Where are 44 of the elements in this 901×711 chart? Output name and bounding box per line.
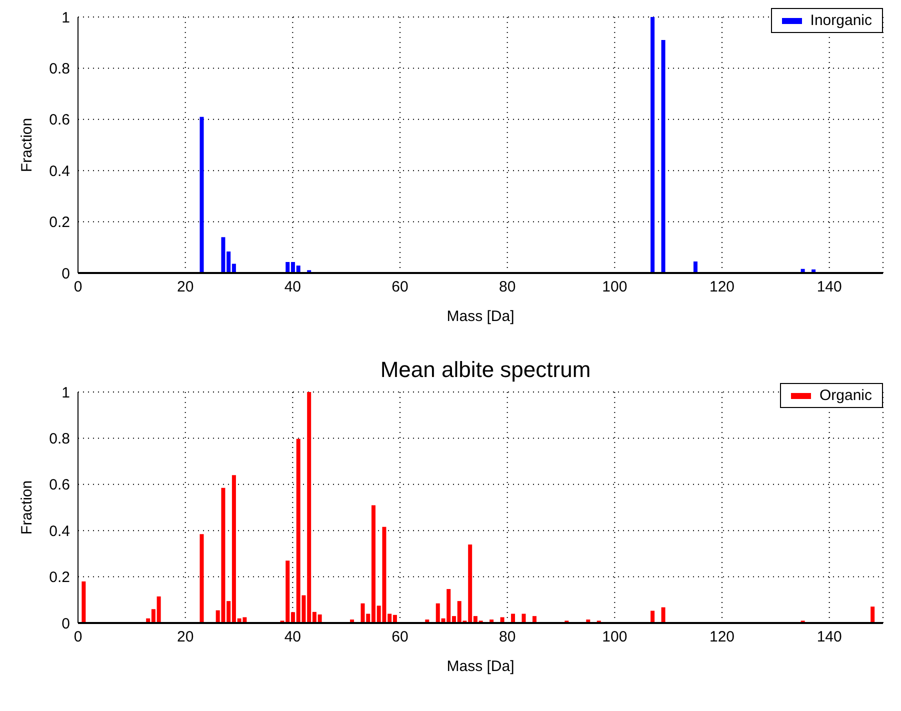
bar: [661, 607, 666, 623]
y-axis-title: Fraction: [18, 118, 36, 172]
x-tick-label: 140: [816, 278, 842, 296]
y-tick-label: 0.2: [49, 569, 70, 586]
x-tick-label: 80: [498, 628, 516, 646]
chart-title: Mean albite spectrum: [379, 357, 592, 383]
legend-label: Organic: [818, 387, 872, 404]
x-tick-label: 100: [602, 278, 628, 296]
bar: [200, 116, 204, 273]
y-tick-label: 0.4: [49, 162, 70, 180]
x-tick-label: 100: [602, 628, 628, 646]
y-tick-label: 0: [62, 265, 70, 282]
bar: [870, 606, 875, 623]
x-tick-label: 120: [709, 278, 735, 296]
y-tick-label: 0: [62, 615, 70, 632]
y-tick-label: 0.2: [49, 214, 70, 232]
y-tick-label: 0.8: [49, 430, 70, 448]
y-tick-label: 0.8: [49, 60, 70, 78]
x-tick-label: 0: [74, 278, 82, 296]
bar: [650, 17, 655, 273]
x-tick-label: 60: [392, 628, 408, 646]
x-tick-label: 0: [74, 628, 82, 646]
bar: [650, 610, 655, 623]
y-tick-label: 0.6: [49, 112, 70, 129]
x-tick-label: 140: [816, 628, 842, 646]
bar: [200, 534, 204, 623]
legend-label: Inorganic: [809, 12, 872, 29]
y-tick-label: 0.6: [49, 476, 70, 494]
y-axis-title: Fraction: [18, 480, 36, 535]
x-tick-label: 120: [709, 628, 735, 646]
y-tick-label: 0.4: [49, 522, 70, 540]
bar: [82, 581, 86, 623]
bar: [661, 40, 666, 273]
x-axis-title: Mass [Da]: [446, 658, 514, 675]
bar: [693, 261, 698, 273]
x-tick-label: 60: [392, 278, 408, 296]
x-tick-label: 40: [284, 278, 302, 296]
y-tick-label: 1: [62, 9, 70, 26]
x-axis-title: Mass [Da]: [446, 308, 514, 325]
x-tick-label: 20: [176, 628, 194, 646]
y-tick-label: 1: [62, 384, 70, 402]
x-tick-label: 40: [284, 628, 302, 646]
x-tick-label: 80: [498, 278, 516, 296]
x-tick-label: 20: [176, 278, 194, 296]
